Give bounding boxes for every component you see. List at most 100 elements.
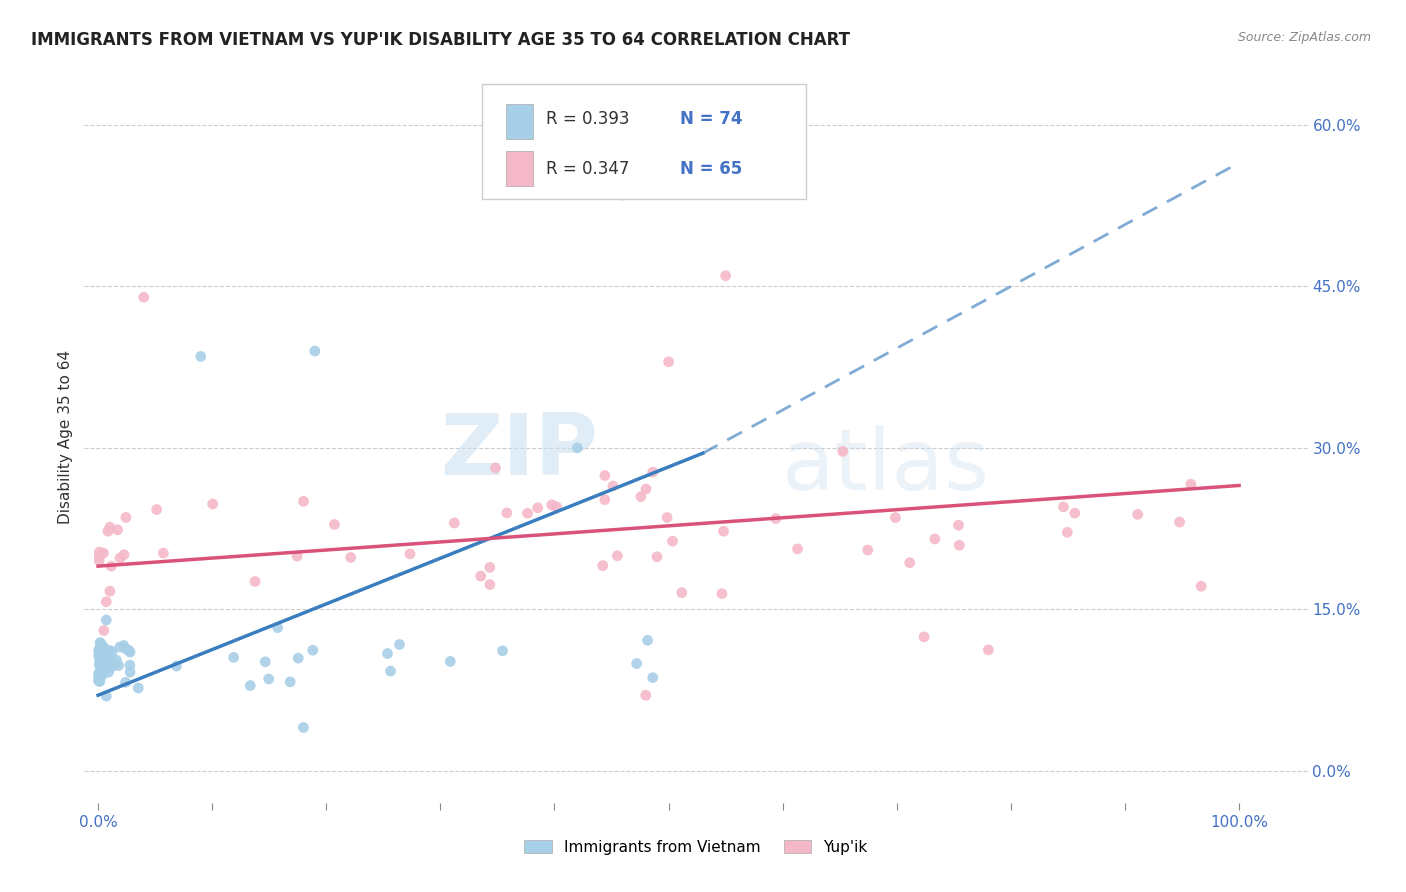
Text: N = 65: N = 65 xyxy=(681,160,742,178)
Point xyxy=(90,666,112,681)
Point xyxy=(108,640,131,654)
Point xyxy=(91,668,114,682)
Point xyxy=(94,660,117,674)
Point xyxy=(634,688,657,702)
Point xyxy=(90,668,112,682)
Point xyxy=(516,506,538,520)
Point xyxy=(1126,508,1149,522)
Point xyxy=(120,665,142,679)
Point xyxy=(152,546,174,560)
Legend: Immigrants from Vietnam, Yup'ik: Immigrants from Vietnam, Yup'ik xyxy=(519,834,873,861)
Text: R = 0.347: R = 0.347 xyxy=(546,160,628,178)
Point xyxy=(1056,525,1078,540)
Point xyxy=(470,569,492,583)
Point xyxy=(112,639,135,653)
Point xyxy=(924,532,946,546)
Point xyxy=(641,465,664,479)
Point xyxy=(439,654,461,668)
Point xyxy=(89,663,111,677)
Point xyxy=(100,559,122,574)
Point xyxy=(948,538,970,552)
Point xyxy=(87,674,110,689)
Point xyxy=(96,648,118,662)
Point xyxy=(96,595,118,609)
Point xyxy=(786,541,808,556)
Point xyxy=(254,655,277,669)
Point xyxy=(592,558,614,573)
Point xyxy=(540,498,562,512)
Point xyxy=(89,674,111,689)
Point xyxy=(87,643,110,657)
Point xyxy=(190,350,212,364)
Point xyxy=(831,444,853,458)
Point xyxy=(108,551,131,566)
Point xyxy=(89,646,111,660)
Point xyxy=(1052,500,1074,514)
Point xyxy=(101,655,124,669)
Point xyxy=(93,546,115,560)
Point xyxy=(93,660,115,674)
Point xyxy=(567,441,589,455)
Point xyxy=(94,659,117,673)
Point xyxy=(89,549,111,563)
Point xyxy=(105,653,128,667)
Point xyxy=(93,645,115,659)
Point xyxy=(114,641,136,656)
Point xyxy=(93,642,115,657)
Point xyxy=(1189,579,1212,593)
Point xyxy=(98,520,121,534)
Point xyxy=(100,659,122,673)
Point xyxy=(118,643,141,657)
Point xyxy=(101,645,124,659)
Point xyxy=(856,543,879,558)
Bar xyxy=(506,151,533,186)
Point xyxy=(546,500,568,514)
Point xyxy=(257,672,280,686)
Point xyxy=(655,510,678,524)
Point xyxy=(912,630,935,644)
Point xyxy=(145,502,167,516)
Point xyxy=(292,494,315,508)
Point xyxy=(478,560,501,574)
Point xyxy=(606,549,628,563)
Text: IMMIGRANTS FROM VIETNAM VS YUP'IK DISABILITY AGE 35 TO 64 CORRELATION CHART: IMMIGRANTS FROM VIETNAM VS YUP'IK DISABI… xyxy=(31,31,851,49)
Point xyxy=(89,635,111,649)
Point xyxy=(1063,506,1085,520)
Point xyxy=(1180,477,1202,491)
Point xyxy=(96,662,118,676)
FancyBboxPatch shape xyxy=(482,84,806,200)
Point xyxy=(710,586,733,600)
Point xyxy=(765,511,787,525)
Point xyxy=(87,648,110,663)
Point xyxy=(713,524,735,539)
Point xyxy=(201,497,224,511)
Point xyxy=(87,669,110,683)
Point xyxy=(495,506,517,520)
Point xyxy=(602,479,624,493)
Point xyxy=(93,624,115,638)
Point xyxy=(478,577,501,591)
Point xyxy=(658,355,681,369)
Point xyxy=(89,666,111,681)
Point xyxy=(637,633,659,648)
Point xyxy=(166,659,188,673)
Point xyxy=(118,645,141,659)
Point xyxy=(714,268,737,283)
Bar xyxy=(506,103,533,138)
Point xyxy=(96,613,118,627)
Point xyxy=(339,550,361,565)
Point xyxy=(118,658,141,673)
Point xyxy=(91,640,114,654)
Text: R = 0.393: R = 0.393 xyxy=(546,110,628,128)
Point xyxy=(87,666,110,681)
Point xyxy=(89,640,111,655)
Point xyxy=(278,674,301,689)
Point xyxy=(89,673,111,687)
Point xyxy=(630,490,652,504)
Point xyxy=(127,681,149,695)
Point xyxy=(526,500,548,515)
Point xyxy=(292,721,315,735)
Point xyxy=(97,665,120,679)
Point xyxy=(112,548,135,562)
Point xyxy=(948,518,970,533)
